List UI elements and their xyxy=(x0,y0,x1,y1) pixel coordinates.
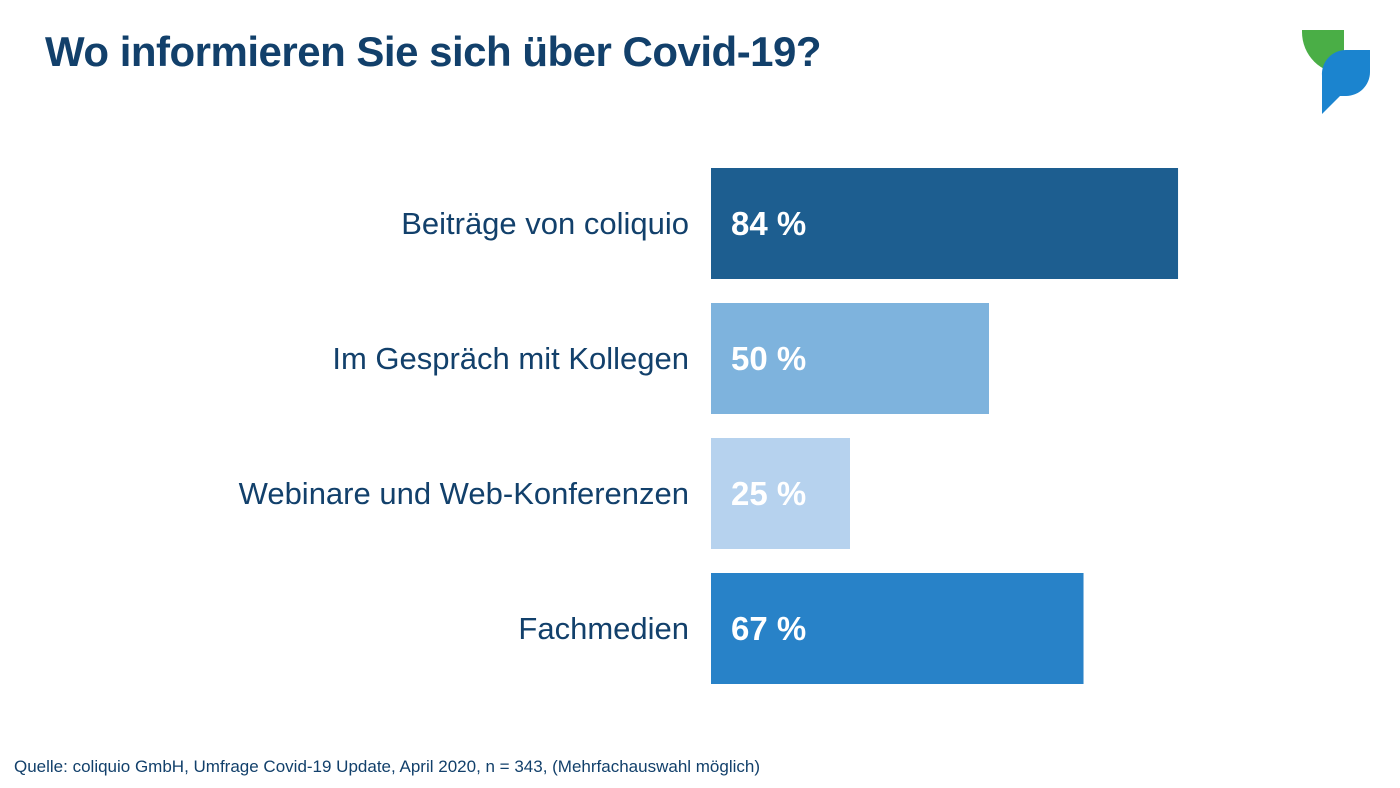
bar-2 xyxy=(711,303,989,414)
category-label-1: Beiträge von coliquio xyxy=(401,206,689,241)
value-label-3: 25 % xyxy=(731,475,806,512)
bar-4 xyxy=(711,573,1084,684)
bar-1 xyxy=(711,168,1179,279)
source-note: Quelle: coliquio GmbH, Umfrage Covid-19 … xyxy=(14,757,761,776)
value-label-1: 84 % xyxy=(731,205,806,242)
value-label-4: 67 % xyxy=(731,610,806,647)
bars-group: Beiträge von coliquio 84 % Im Gespräch mit… xyxy=(239,168,1179,684)
category-label-3: Webinare und Web-Konferenzen xyxy=(239,476,689,511)
page-title: Wo informieren Sie sich über Covid-19? xyxy=(45,28,822,75)
category-label-4: Fachmedien xyxy=(518,611,689,646)
bar-3 xyxy=(711,438,850,549)
logo-icon xyxy=(1302,30,1370,114)
logo-blue-bubble xyxy=(1321,49,1370,114)
value-label-2: 50 % xyxy=(731,340,806,377)
category-label-2: Im Gespräch mit Kollegen xyxy=(332,341,689,376)
